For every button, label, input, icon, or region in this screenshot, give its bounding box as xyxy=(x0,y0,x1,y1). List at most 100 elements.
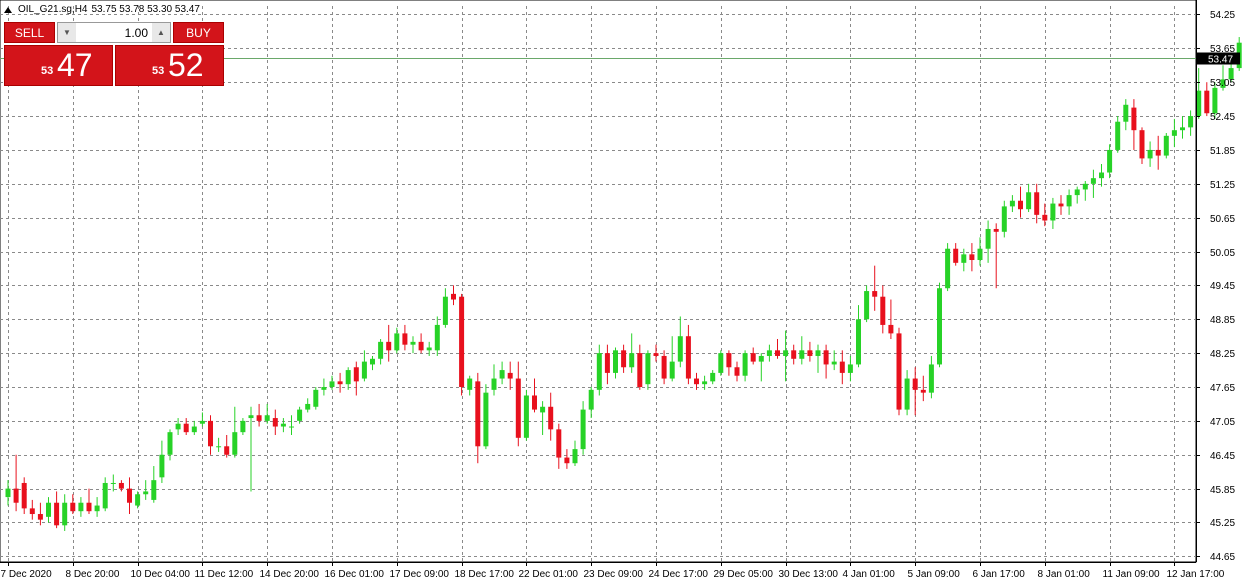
candle-body xyxy=(1163,135,1169,156)
candle-body xyxy=(272,418,278,427)
candle-body xyxy=(596,353,602,390)
candle-body xyxy=(434,324,440,351)
candle xyxy=(135,491,141,509)
y-tick-label: 50.05 xyxy=(1210,248,1235,259)
candle xyxy=(572,440,578,467)
candle-body xyxy=(102,482,108,509)
candle-body xyxy=(1180,127,1185,131)
candle xyxy=(94,497,100,517)
candle xyxy=(410,336,416,354)
sell-price-prefix: 53 xyxy=(41,65,54,77)
candle-body xyxy=(1050,203,1056,221)
buy-button[interactable]: BUY xyxy=(173,22,224,43)
buy-price-prefix: 53 xyxy=(152,65,165,77)
price-tag xyxy=(1197,52,1240,65)
candle-body xyxy=(418,341,424,351)
candle-body xyxy=(613,350,618,373)
buy-price-main: 52 xyxy=(168,47,204,83)
candle-body xyxy=(896,333,902,410)
candle xyxy=(5,480,11,506)
symbol-name: OIL_G21.sg,H4 xyxy=(18,4,88,15)
candle-body xyxy=(637,353,643,388)
y-tick-label: 45.25 xyxy=(1210,518,1235,529)
candle-body xyxy=(467,378,473,390)
candle-body xyxy=(208,420,213,447)
candle xyxy=(1090,169,1096,198)
x-tick-label: 4 Jan 01:00 xyxy=(843,569,896,580)
candle xyxy=(904,370,910,416)
candle-body xyxy=(1018,200,1023,210)
candle-body xyxy=(46,502,51,517)
candle-body xyxy=(564,457,570,464)
candle xyxy=(1220,65,1226,91)
candle-body xyxy=(1107,149,1113,173)
candle-body xyxy=(920,389,926,393)
ohlc-values: 53.75 53.78 53.30 53.47 xyxy=(91,4,200,15)
candle-body xyxy=(1188,116,1194,128)
candle xyxy=(896,327,902,416)
candle xyxy=(920,375,926,402)
lot-decrease-icon[interactable]: ▼ xyxy=(58,23,76,42)
sell-price-button[interactable]: 53 47 xyxy=(4,45,113,86)
candle-body xyxy=(783,350,789,356)
candle xyxy=(418,333,424,354)
lot-size-input[interactable]: 1.00 xyxy=(124,25,148,40)
candle-body xyxy=(159,454,165,478)
candle xyxy=(321,378,327,396)
candle-body xyxy=(1115,121,1121,150)
candle xyxy=(1042,203,1048,227)
candle-body xyxy=(1196,90,1202,117)
candle-body xyxy=(758,355,764,362)
candle-body xyxy=(175,423,181,430)
x-tick-label: 11 Dec 12:00 xyxy=(195,569,254,580)
candle-body xyxy=(685,336,691,379)
candle xyxy=(856,305,861,368)
sell-button[interactable]: SELL xyxy=(4,22,55,43)
candle-body xyxy=(532,395,537,410)
candle xyxy=(62,494,68,531)
candle xyxy=(402,324,408,351)
candle-body xyxy=(280,423,286,427)
candle xyxy=(1082,180,1088,201)
price-axis[interactable]: 54.25 53.65 53.05 52.45 51.85 51.25 50.65 50.05… xyxy=(1196,0,1235,563)
y-tick-label: 53.65 xyxy=(1210,44,1235,55)
candle-body xyxy=(507,372,513,379)
candle-body xyxy=(799,350,805,359)
candle-body xyxy=(872,291,878,297)
candle-body xyxy=(1204,90,1210,114)
candle-body xyxy=(993,228,999,232)
y-tick-label: 45.85 xyxy=(1210,485,1235,496)
candle-body xyxy=(1090,178,1096,184)
y-tick-label: 47.65 xyxy=(1210,383,1235,394)
candle xyxy=(110,474,116,492)
time-axis[interactable]: 7 Dec 2020 8 Dec 20:00 10 Dec 04:00 11 Dec … xyxy=(0,562,1225,580)
collapse-triangle-icon[interactable] xyxy=(4,6,12,13)
candle xyxy=(766,344,772,362)
candle-body xyxy=(297,409,303,421)
candle xyxy=(596,344,602,396)
candle xyxy=(1155,135,1161,170)
symbol-header: OIL_G21.sg,H4 53.75 53.78 53.30 53.47 xyxy=(4,4,200,15)
candle xyxy=(880,285,886,334)
candle-body xyxy=(167,432,173,455)
candle-body xyxy=(718,353,724,373)
buy-price-button[interactable]: 53 52 xyxy=(115,45,224,86)
candle xyxy=(70,494,76,515)
candle xyxy=(21,477,27,515)
lot-increase-icon[interactable]: ▲ xyxy=(152,23,170,42)
candle xyxy=(1050,197,1056,229)
candle xyxy=(386,324,392,362)
candle-body xyxy=(669,361,675,379)
candle-body xyxy=(750,353,756,362)
candle xyxy=(216,437,222,452)
candle-body xyxy=(1034,192,1040,215)
candle-body xyxy=(775,350,780,356)
candle xyxy=(604,344,610,385)
candle-body xyxy=(880,296,886,325)
candle-body xyxy=(21,482,27,509)
x-tick-label: 30 Dec 13:00 xyxy=(779,569,839,580)
y-tick-label: 52.45 xyxy=(1210,112,1235,123)
candle xyxy=(353,361,359,396)
candle-body xyxy=(224,446,230,455)
